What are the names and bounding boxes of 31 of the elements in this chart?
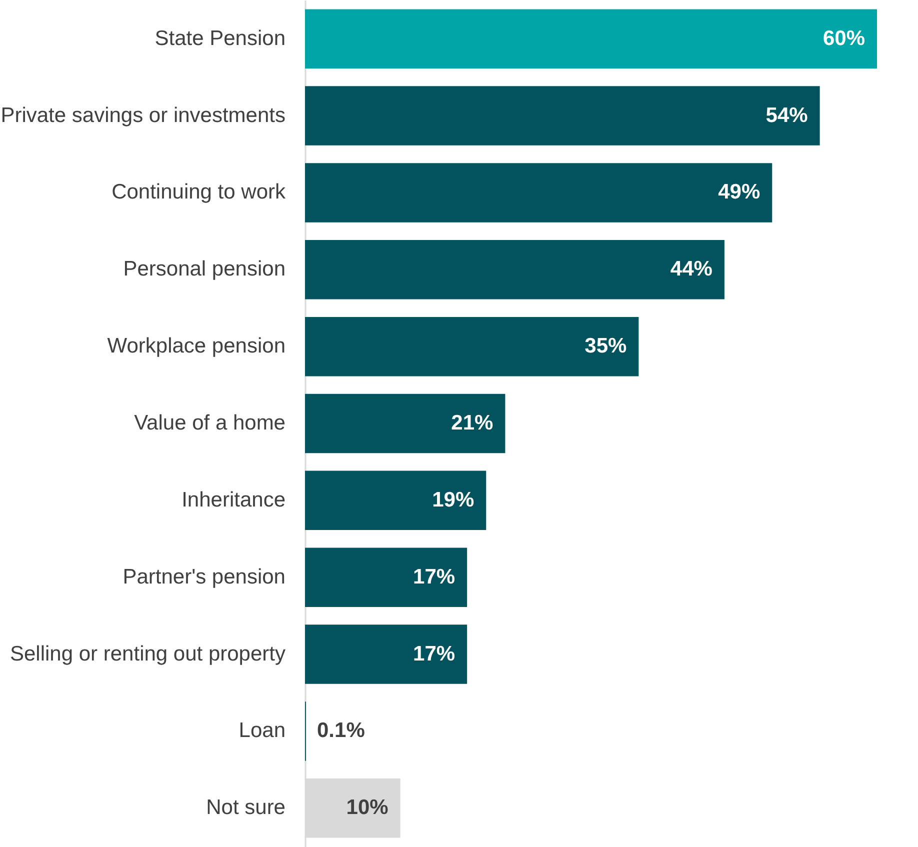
- y-tick-label: Inheritance: [182, 488, 286, 512]
- bar: [305, 9, 877, 68]
- bar: [305, 470, 486, 530]
- bar: [305, 624, 468, 684]
- data-label: 44%: [670, 258, 713, 281]
- y-tick-label: Value of a home: [134, 412, 286, 434]
- data-label: 10%: [346, 796, 389, 820]
- bar: [305, 240, 724, 300]
- bar: [305, 548, 468, 607]
- bar: [305, 394, 506, 454]
- data-label: 19%: [432, 488, 474, 512]
- data-label: 17%: [413, 642, 456, 666]
- y-tick-label: Loan: [238, 719, 286, 742]
- y-tick-label: Selling or renting out property: [10, 642, 286, 666]
- y-tick-label: Workplace pension: [107, 334, 286, 358]
- y-tick-label: Private savings or investments: [0, 104, 286, 127]
- data-label: 35%: [584, 334, 627, 358]
- data-label: 0.1%: [317, 719, 366, 742]
- bar: [305, 316, 639, 376]
- data-label: 60%: [822, 26, 866, 50]
- y-tick-label: Continuing to work: [112, 180, 286, 204]
- data-label: 21%: [451, 412, 494, 434]
- bar: [305, 163, 772, 222]
- data-label: 49%: [718, 180, 760, 204]
- data-label: 17%: [413, 565, 456, 588]
- y-tick-label: Partner's pension: [122, 565, 286, 588]
- y-tick-label: Personal pension: [123, 258, 286, 281]
- bar: [305, 86, 820, 146]
- y-tick-label: State Pension: [154, 26, 286, 50]
- data-label: 54%: [766, 104, 808, 127]
- y-tick-label: Not sure: [206, 796, 286, 820]
